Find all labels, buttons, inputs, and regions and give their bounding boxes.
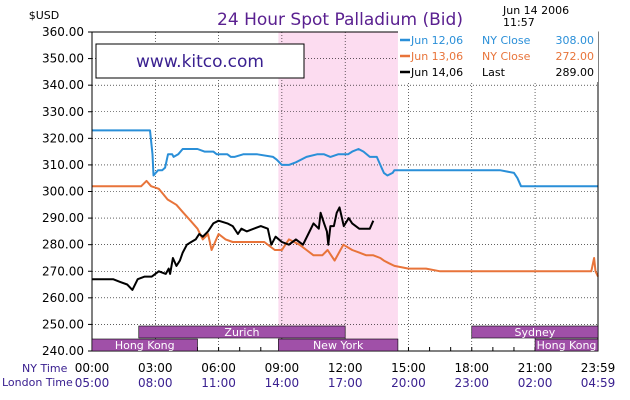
- session-bar: [138, 325, 346, 339]
- legend-kind: NY Close: [482, 34, 531, 47]
- session-bar: [534, 338, 599, 352]
- y-tick-label: 330.00: [42, 105, 84, 119]
- session-label: Sydney: [515, 326, 556, 339]
- ny-time-label: 18:00: [454, 361, 489, 375]
- session-label: Zurich: [224, 326, 259, 339]
- series-line-jun13: [92, 179, 599, 278]
- ny-time-label: 15:00: [391, 361, 426, 375]
- london-time-label: 11:00: [201, 376, 236, 390]
- timestamp-date: Jun 14 2006: [502, 4, 569, 17]
- legend-date: Jun 13,06: [410, 50, 463, 63]
- session-bar: [471, 325, 599, 339]
- session-bar: [91, 338, 198, 352]
- y-tick-label: 350.00: [42, 52, 84, 66]
- timestamp-time: 11:57: [503, 16, 535, 29]
- ny-time-label: 00:00: [75, 361, 110, 375]
- legend-value: 289.00: [556, 66, 595, 79]
- y-tick-label: 310.00: [42, 158, 84, 172]
- y-tick-label: 240.00: [42, 344, 84, 358]
- y-tick-label: 250.00: [42, 317, 84, 331]
- ny-time-label: 12:00: [328, 361, 363, 375]
- ny-time-label: 21:00: [518, 361, 553, 375]
- y-tick-label: 280.00: [42, 238, 84, 252]
- y-tick-label: 360.00: [42, 25, 84, 39]
- y-tick-label: 300.00: [42, 185, 84, 199]
- london-time-label: 02:00: [518, 376, 553, 390]
- london-time-label: 14:00: [265, 376, 300, 390]
- session-label: New York: [313, 339, 364, 352]
- session-label: Hong Kong: [537, 339, 597, 352]
- y-tick-label: 270.00: [42, 264, 84, 278]
- watermark-box: www.kitco.com: [95, 43, 305, 79]
- london-time-label: 20:00: [391, 376, 426, 390]
- legend-value: 272.00: [556, 50, 595, 63]
- london-time-label: 23:00: [454, 376, 489, 390]
- watermark-text: www.kitco.com: [136, 52, 264, 72]
- session-label: Hong Kong: [115, 339, 175, 352]
- chart-title: 24 Hour Spot Palladium (Bid): [217, 10, 463, 30]
- session-bar: [278, 338, 399, 352]
- ny-time-label: 06:00: [201, 361, 236, 375]
- london-time-row-label: London Time: [2, 376, 73, 389]
- london-time-label: 08:00: [138, 376, 173, 390]
- ny-time-row-label: NY Time: [22, 362, 68, 375]
- legend-kind: Last: [482, 66, 506, 79]
- legend-kind: NY Close: [482, 50, 531, 63]
- legend: Jun 12,06 NY Close 308.00 Jun 13,06 NY Close…: [398, 30, 598, 82]
- legend-value: 308.00: [556, 34, 595, 47]
- series-line-jun14: [92, 206, 375, 291]
- london-time-label: 17:00: [328, 376, 363, 390]
- y-tick-label: 340.00: [42, 78, 84, 92]
- y-tick-label: 320.00: [42, 131, 84, 145]
- ny-time-label: 23:59: [581, 361, 616, 375]
- y-tick-label: 260.00: [42, 291, 84, 305]
- london-time-label: 05:00: [75, 376, 110, 390]
- legend-date: Jun 12,06: [410, 34, 463, 47]
- ny-time-label: 09:00: [265, 361, 300, 375]
- series-line-jun12: [92, 129, 598, 188]
- ny-time-label: 03:00: [138, 361, 173, 375]
- london-time-label: 04:59: [581, 376, 616, 390]
- y-tick-label: 290.00: [42, 211, 84, 225]
- currency-label: $USD: [29, 9, 60, 22]
- legend-date: Jun 14,06: [410, 66, 463, 79]
